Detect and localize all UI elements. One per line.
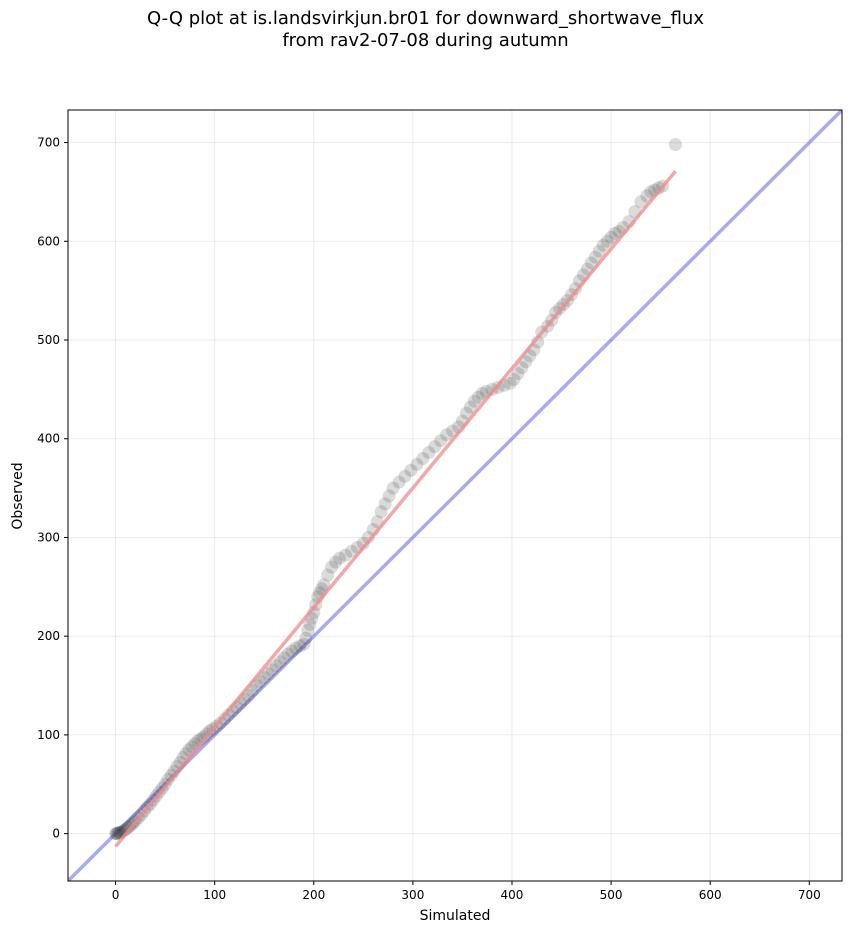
- qq-point: [588, 250, 602, 264]
- qq-point: [273, 655, 287, 669]
- qq-point: [503, 376, 517, 390]
- chart-title-line-1: Q-Q plot at is.landsvirkjun.br01 for dow…: [147, 8, 704, 29]
- x-tick-label: 400: [501, 888, 524, 902]
- qq-point: [634, 195, 648, 209]
- qq-point: [467, 394, 481, 408]
- qq-point: [321, 568, 335, 582]
- plot-frame: [67, 109, 843, 882]
- y-tick-label: 300: [37, 530, 60, 544]
- qq-point: [378, 497, 392, 511]
- y-tick-label: 200: [37, 629, 60, 643]
- qq-point: [161, 772, 175, 786]
- qq-point: [640, 189, 654, 203]
- qq-point: [459, 406, 473, 420]
- x-tick-label: 100: [203, 888, 226, 902]
- x-tick-label: 0: [112, 888, 120, 902]
- y-tick-label: 500: [37, 333, 60, 347]
- qq-point: [386, 481, 400, 495]
- qq-point: [471, 390, 485, 404]
- qq-point: [434, 434, 448, 448]
- qq-point: [265, 663, 279, 677]
- qq-point: [110, 827, 124, 841]
- qq-point: [428, 440, 442, 454]
- qq-point: [120, 821, 134, 835]
- qq-point: [317, 578, 331, 592]
- y-tick-label: 0: [52, 827, 60, 841]
- qq-point: [289, 641, 303, 655]
- qq-point: [301, 623, 315, 637]
- qq-point: [515, 361, 529, 375]
- qq-point: [361, 530, 375, 544]
- qq-point: [112, 826, 126, 840]
- qq-point: [596, 238, 610, 252]
- qq-point: [297, 637, 311, 651]
- qq-point: [392, 475, 406, 489]
- qq-point: [416, 451, 430, 465]
- identity-line: [68, 110, 842, 881]
- qq-point: [600, 234, 614, 248]
- qq-point: [507, 373, 521, 387]
- y-tick-label: 100: [37, 728, 60, 742]
- axis-ticks: 0 100 200 300 400 500 600 700 0 100 200 300 400 500 60…: [37, 136, 821, 902]
- qq-point: [111, 827, 125, 841]
- qq-point: [669, 138, 683, 152]
- y-axis-label: Observed: [10, 462, 26, 529]
- qq-point: [281, 647, 295, 661]
- qq-point: [382, 489, 396, 503]
- fit-line: [114, 170, 677, 848]
- x-tick-label: 700: [798, 888, 821, 902]
- qq-point: [218, 712, 232, 726]
- qq-point: [422, 446, 436, 460]
- qq-point: [333, 551, 347, 565]
- x-tick-label: 300: [401, 888, 424, 902]
- qq-point: [299, 631, 313, 645]
- x-tick-label: 500: [600, 888, 623, 902]
- qq-point: [344, 544, 358, 558]
- qq-point: [463, 400, 477, 414]
- qq-point: [277, 651, 291, 665]
- qq-point: [303, 617, 317, 631]
- qq-point: [269, 659, 283, 673]
- qq-point: [257, 671, 271, 685]
- qq-point: [293, 639, 307, 653]
- qq-point: [604, 230, 618, 244]
- qq-point: [109, 827, 123, 841]
- qq-point: [608, 226, 622, 240]
- chart-title-line-2: from rav2-07-08 during autumn: [282, 30, 569, 51]
- qq-point: [410, 457, 424, 471]
- qq-point: [404, 463, 418, 477]
- qq-point: [440, 428, 454, 442]
- qq-point: [652, 181, 666, 195]
- qq-point: [475, 386, 489, 400]
- x-axis-label: Simulated: [420, 908, 491, 924]
- qq-point: [511, 367, 525, 381]
- qq-point: [356, 536, 370, 550]
- qq-point: [592, 244, 606, 258]
- y-tick-label: 400: [37, 432, 60, 446]
- y-tick-label: 600: [37, 234, 60, 248]
- qq-point: [398, 469, 412, 483]
- grid: [68, 110, 842, 881]
- qq-point: [285, 644, 299, 658]
- qq-point: [261, 667, 275, 681]
- qq-point: [164, 768, 178, 782]
- qq-point: [325, 560, 339, 574]
- qq-point: [519, 355, 533, 369]
- x-tick-label: 200: [302, 888, 325, 902]
- y-tick-label: 700: [37, 136, 60, 150]
- qq-point: [374, 505, 388, 519]
- qq-point: [329, 555, 343, 569]
- qq-point: [549, 305, 563, 319]
- x-tick-label: 600: [699, 888, 722, 902]
- chart-title: Q-Q plot at is.landsvirkjun.br01 for dow…: [0, 8, 851, 52]
- qq-point: [338, 548, 352, 562]
- plot-area: [68, 110, 842, 881]
